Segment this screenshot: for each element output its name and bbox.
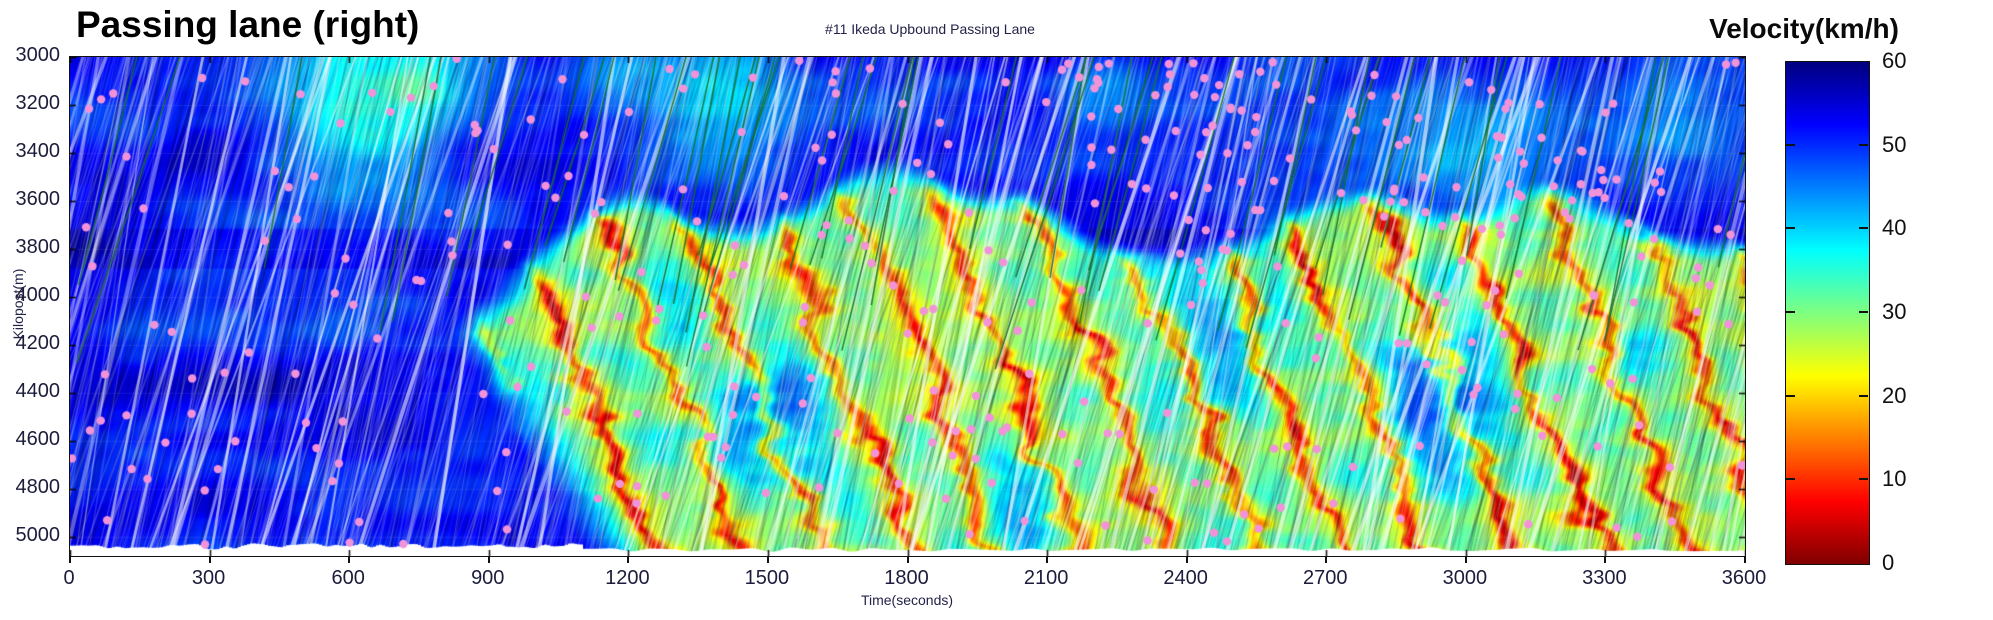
- x-tick-label: 3000: [1442, 567, 1488, 589]
- x-tick-label: 600: [331, 567, 365, 589]
- x-tick-mark: [348, 556, 351, 563]
- y-tick-label: 5000: [15, 523, 61, 546]
- colorbar-tick-mark: [1859, 143, 1868, 146]
- x-tick-label: 1500: [744, 567, 790, 589]
- colorbar-tick-mark: [1859, 394, 1868, 397]
- y-tick-label: 3000: [15, 44, 61, 66]
- colorbar-tick-label: 30: [1882, 299, 1907, 324]
- y-tick-label: 4800: [15, 475, 61, 498]
- page-title: Passing lane (right): [76, 4, 420, 45]
- y-tick-label: 4600: [15, 427, 61, 450]
- colorbar-tick-label: 20: [1882, 382, 1907, 408]
- y-tick-label: 4000: [15, 283, 61, 306]
- y-tick-label: 3800: [15, 235, 61, 258]
- colorbar: [1785, 61, 1870, 565]
- x-tick-label: 2400: [1163, 567, 1208, 589]
- colorbar-tick-mark: [1859, 227, 1868, 230]
- colorbar-tick-label: 50: [1882, 131, 1907, 157]
- heatmap-canvas: [70, 57, 1745, 556]
- colorbar-tick-mark: [1859, 478, 1868, 481]
- x-axis-label: Time(seconds): [860, 592, 954, 608]
- y-tick-label: 3600: [15, 187, 61, 210]
- colorbar-tick-mark: [1786, 394, 1795, 397]
- colorbar-tick-mark: [1786, 478, 1795, 481]
- colorbar-tick-label: 10: [1882, 466, 1907, 492]
- x-tick-mark: [627, 556, 630, 563]
- colorbar-tick-mark: [1786, 143, 1795, 146]
- colorbar-title: Velocity(km/h): [1709, 13, 1899, 44]
- colorbar-tick-label: 60: [1882, 48, 1907, 73]
- x-tick-mark: [1744, 556, 1746, 563]
- y-tick-label: 4400: [15, 379, 61, 402]
- x-tick-label: 1800: [884, 567, 929, 589]
- x-tick-label: 3600: [1721, 567, 1767, 589]
- x-tick-mark: [1325, 556, 1328, 563]
- x-tick-label: 1200: [605, 567, 650, 589]
- x-tick-mark: [69, 556, 71, 563]
- x-tick-mark: [906, 556, 909, 563]
- y-tick-label: 3200: [15, 91, 61, 114]
- x-tick-mark: [1185, 556, 1188, 563]
- colorbar-tick-label: 40: [1882, 215, 1907, 241]
- colorbar-tick-label: 0: [1882, 550, 1895, 575]
- y-tick-label: 3400: [15, 139, 61, 162]
- x-tick-label: 2100: [1023, 567, 1069, 589]
- x-tick-mark: [766, 556, 769, 563]
- x-tick-mark: [1464, 556, 1467, 563]
- y-tick-label: 4200: [15, 331, 61, 354]
- x-tick-label: 0: [63, 567, 75, 589]
- x-tick-mark: [208, 556, 211, 563]
- chart-subtitle: #11 Ikeda Upbound Passing Lane: [825, 21, 1035, 37]
- plot-area: [69, 56, 1746, 557]
- colorbar-tick-mark: [1859, 311, 1868, 313]
- x-tick-label: 300: [191, 567, 226, 589]
- x-tick-label: 3300: [1582, 567, 1627, 589]
- colorbar-tick-mark: [1786, 227, 1795, 230]
- x-tick-label: 2700: [1303, 567, 1348, 589]
- x-tick-mark: [1604, 556, 1607, 563]
- x-tick-mark: [1046, 556, 1049, 563]
- x-tick-mark: [487, 556, 490, 563]
- x-tick-label: 900: [471, 567, 505, 589]
- colorbar-tick-mark: [1786, 311, 1795, 313]
